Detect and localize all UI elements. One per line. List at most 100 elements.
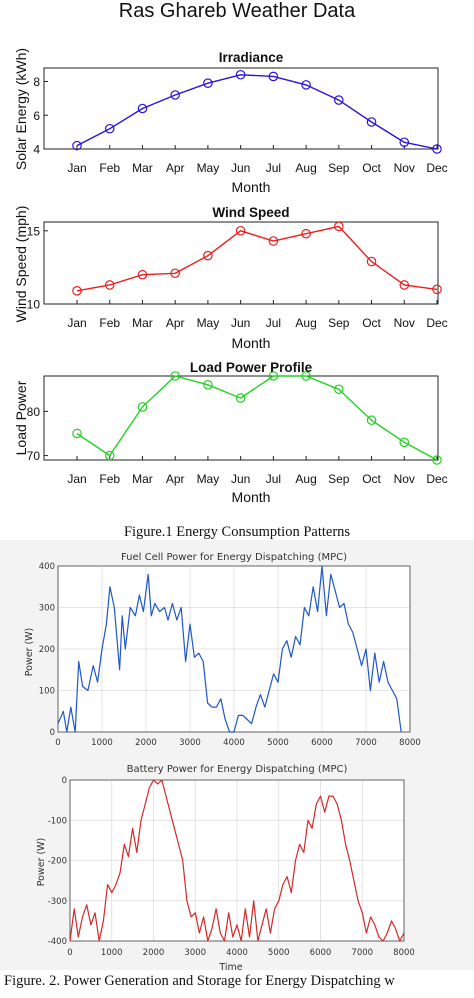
monthly-chart-0: 4 6 8 Jan Feb Mar Apr May Jun Jul Aug Sep Oct Nov Dec I…	[13, 48, 448, 195]
x-tick-label: 3000	[184, 948, 206, 958]
y-tick-label: -300	[48, 897, 67, 907]
x-tick-label: Dec	[426, 316, 447, 330]
data-point	[334, 221, 344, 232]
x-tick-label: 4000	[226, 948, 248, 958]
x-tick-label: Oct	[362, 472, 381, 486]
figure1-caption: Figure.1 Energy Consumption Patterns	[123, 524, 351, 540]
x-tick-label: Feb	[99, 161, 120, 175]
data-point	[432, 284, 442, 295]
x-tick-label: Mar	[132, 472, 153, 486]
x-tick-label: Apr	[166, 161, 185, 175]
x-tick-label: 6000	[310, 948, 332, 958]
x-tick-label: Sep	[328, 472, 350, 486]
y-tick-label: 200	[39, 645, 55, 655]
data-point	[301, 80, 311, 90]
plot-frame	[69, 779, 405, 942]
data-point	[432, 455, 442, 465]
data-point	[72, 428, 82, 439]
y-tick-label: -400	[48, 937, 67, 947]
y-tick-label: 10	[27, 298, 41, 312]
x-tick-label: 0	[67, 948, 72, 958]
plot-frame	[43, 375, 439, 461]
y-tick-label: 100	[39, 687, 55, 697]
data-point	[203, 250, 213, 261]
chart-title: Wind Speed	[212, 205, 289, 220]
data-point	[334, 95, 344, 105]
figure1-title: Ras Ghareb Weather Data	[118, 0, 356, 22]
plot-frame	[43, 67, 439, 150]
x-tick-label: 0	[55, 738, 60, 748]
data-point	[203, 380, 213, 390]
x-tick-label: Sep	[328, 161, 350, 175]
data-point	[170, 268, 180, 279]
series-line	[57, 565, 402, 733]
x-tick-label: 5000	[267, 738, 289, 748]
figure2-caption: Figure. 2. Power Generation and Storage …	[4, 973, 395, 989]
data-point	[104, 280, 115, 290]
x-tick-label: Mar	[132, 161, 153, 175]
chart-title: Battery Power for Energy Dispatching (MP…	[127, 764, 348, 775]
data-point	[399, 280, 410, 290]
data-point	[399, 437, 410, 448]
x-tick-label: Nov	[394, 161, 415, 175]
y-axis-label: Power (W)	[36, 838, 47, 887]
x-tick-label: 8000	[393, 948, 415, 958]
x-tick-label: Nov	[394, 316, 415, 330]
x-tick-label: 7000	[351, 948, 373, 958]
data-point	[301, 371, 311, 381]
time-chart-3: 0 1000 2000 3000 4000 5000 6000 7000 8000 0 100 200…	[24, 552, 421, 748]
data-point	[235, 69, 246, 80]
y-tick-label: 300	[39, 604, 55, 614]
data-point	[104, 450, 115, 461]
x-tick-label: May	[197, 316, 220, 330]
series-line	[76, 74, 438, 150]
y-tick-label: -100	[48, 816, 67, 826]
y-axis-label: Load Power	[13, 380, 29, 455]
data-point	[268, 371, 279, 381]
data-point	[399, 137, 410, 148]
y-axis-label: Wind Speed (mph)	[13, 206, 29, 323]
x-tick-label: Dec	[426, 161, 447, 175]
x-tick-label: Jan	[67, 161, 86, 175]
data-point	[268, 236, 279, 246]
data-point	[137, 402, 148, 412]
x-tick-label: Sep	[328, 316, 350, 330]
x-tick-label: Jun	[231, 161, 250, 175]
data-point	[137, 269, 148, 280]
chart-title: Load Power Profile	[190, 360, 313, 375]
chart-title: Irradiance	[219, 50, 284, 65]
data-point	[268, 71, 279, 82]
x-tick-label: Apr	[166, 316, 185, 330]
data-point	[366, 256, 377, 267]
series-line	[76, 225, 438, 292]
x-tick-label: Aug	[295, 161, 316, 175]
chart-title: Fuel Cell Power for Energy Dispatching (…	[121, 552, 347, 563]
x-tick-label: Apr	[166, 472, 185, 486]
x-tick-label: Jun	[231, 316, 250, 330]
x-axis-label: Time	[218, 962, 242, 973]
x-tick-label: 1000	[101, 948, 123, 958]
data-point	[203, 78, 213, 88]
y-tick-label: 70	[27, 449, 41, 463]
x-tick-label: Feb	[99, 472, 120, 486]
data-point	[170, 371, 180, 381]
y-tick-label: 15	[27, 224, 41, 238]
y-tick-label: 6	[33, 109, 40, 123]
x-tick-label: Jun	[231, 472, 250, 486]
monthly-chart-2: 70 80 Jan Feb Mar Apr May Jun Jul Aug Sep Oct Nov Dec…	[13, 360, 448, 505]
data-point	[235, 225, 246, 236]
data-point	[104, 123, 115, 134]
y-tick-label: 400	[39, 562, 55, 572]
y-axis-label: Solar Energy (kWh)	[13, 48, 29, 170]
x-tick-label: Jul	[266, 161, 281, 175]
data-point	[301, 228, 311, 239]
x-tick-label: 3000	[179, 738, 201, 748]
x-tick-label: Aug	[295, 316, 316, 330]
x-axis-label: Month	[232, 489, 271, 505]
data-point	[432, 144, 442, 154]
x-tick-label: Jan	[67, 316, 86, 330]
y-tick-label: 0	[62, 776, 67, 786]
data-point	[137, 103, 148, 114]
